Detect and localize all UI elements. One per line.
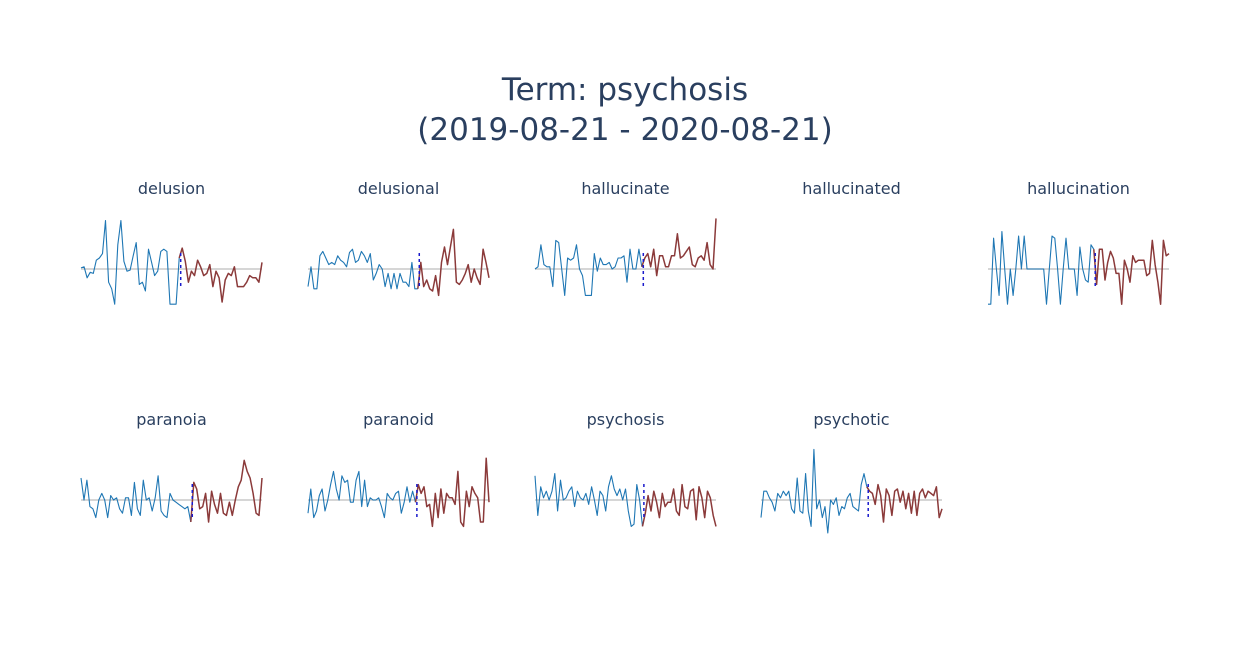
- panel-title-delusion: delusion: [138, 179, 205, 198]
- series-after-psychosis: [641, 483, 717, 527]
- series-before-paranoid: [307, 470, 417, 519]
- panel-title-delusional: delusional: [358, 179, 440, 198]
- series-after-psychotic: [866, 483, 943, 523]
- panel-title-psychosis: psychosis: [587, 410, 665, 429]
- series-after-delusion: [178, 247, 263, 303]
- series-after-paranoid: [414, 457, 490, 528]
- series-after-delusional: [417, 228, 490, 297]
- page-title-range: (2019-08-21 - 2020-08-21): [417, 112, 833, 148]
- series-before-delusion: [80, 220, 180, 305]
- panel-title-hallucinated: hallucinated: [802, 179, 900, 198]
- series-before-paranoia: [80, 475, 192, 523]
- series-after-hallucinate: [641, 218, 717, 277]
- series-before-psychotic: [760, 448, 868, 534]
- panel-title-hallucinate: hallucinate: [581, 179, 669, 198]
- page-title-term: Term: psychosis: [501, 72, 749, 108]
- series-before-hallucinate: [534, 239, 643, 296]
- panel-title-hallucination: hallucination: [1027, 179, 1130, 198]
- panel-title-psychotic: psychotic: [813, 410, 889, 429]
- series-after-paranoia: [190, 459, 263, 523]
- series-after-hallucination: [1093, 239, 1170, 305]
- panel-title-paranoia: paranoia: [136, 410, 207, 429]
- series-before-hallucination: [988, 231, 1095, 305]
- panel-title-paranoid: paranoid: [363, 410, 434, 429]
- series-before-delusional: [307, 248, 418, 290]
- page-title: Term: psychosis (2019-08-21 - 2020-08-21…: [0, 70, 1250, 150]
- series-before-psychosis: [534, 473, 644, 527]
